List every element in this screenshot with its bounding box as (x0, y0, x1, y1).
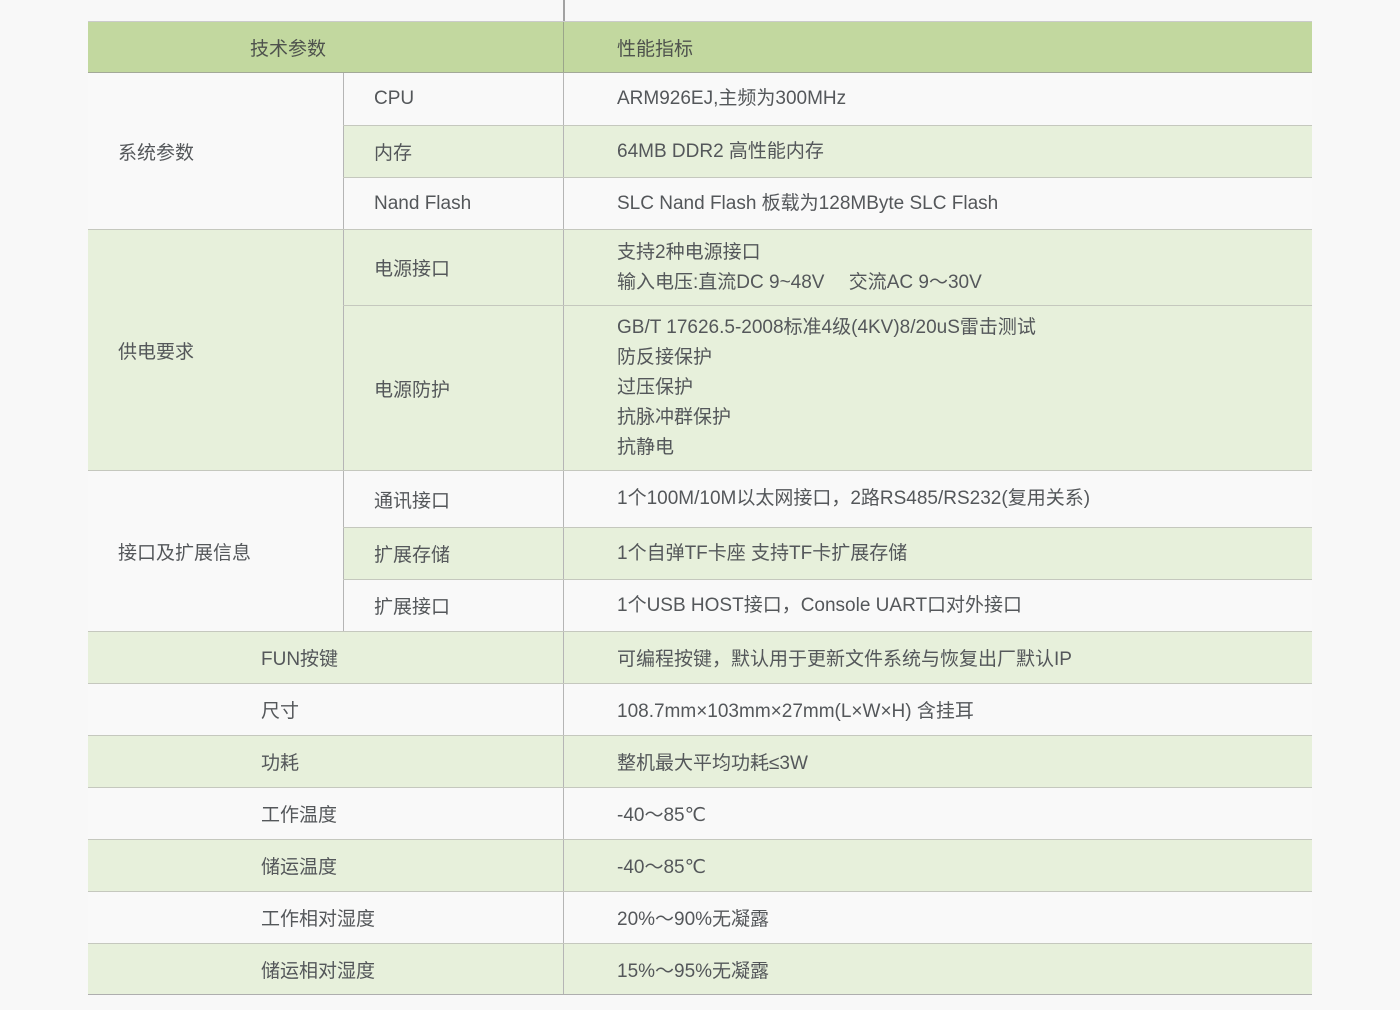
row-value: 支持2种电源接口 输入电压:直流DC 9~48V 交流AC 9～30V (563, 230, 1312, 305)
group-rows-system: CPU ARM926EJ,主频为300MHz 内存 64MB DDR2 高性能内… (343, 73, 1312, 229)
row-value: -40～85℃ (563, 840, 1312, 891)
table-row-operating-temp: 工作温度 -40～85℃ (88, 788, 1312, 840)
row-label: 电源防护 (343, 306, 563, 470)
row-label: 电源接口 (343, 230, 563, 305)
row-value: 整机最大平均功耗≤3W (563, 736, 1312, 787)
row-label: 工作温度 (261, 805, 338, 826)
table-row: Nand Flash SLC Nand Flash 板载为128MByte SL… (343, 177, 1312, 229)
row-value: 108.7mm×103mm×27mm(L×W×H) 含挂耳 (563, 684, 1312, 735)
row-value: 1个100M/10M以太网接口，2路RS485/RS232(复用关系) (563, 471, 1312, 527)
row-value: GB/T 17626.5-2008标准4级(4KV)8/20uS雷击测试 防反接… (563, 306, 1312, 470)
row-label: 扩展存储 (343, 528, 563, 579)
row-label: CPU (343, 73, 563, 125)
table-row: 扩展存储 1个自弹TF卡座 支持TF卡扩展存储 (343, 527, 1312, 579)
column-divider-stub (563, 0, 565, 21)
row-value: 可编程按键，默认用于更新文件系统与恢复出厂默认IP (563, 632, 1312, 683)
value-line: 支持2种电源接口 (617, 241, 761, 263)
row-value: -40～85℃ (563, 788, 1312, 839)
row-label: 尺寸 (261, 701, 300, 722)
row-value: SLC Nand Flash 板载为128MByte SLC Flash (563, 178, 1312, 229)
table-row-storage-temp: 储运温度 -40～85℃ (88, 840, 1312, 892)
table-row: 电源接口 支持2种电源接口 输入电压:直流DC 9~48V 交流AC 9～30V (343, 230, 1312, 305)
row-value: 1个USB HOST接口，Console UART口对外接口 (563, 580, 1312, 631)
row-value: 20%～90%无凝露 (563, 892, 1312, 943)
section-interfaces: 接口及扩展信息 通讯接口 1个100M/10M以太网接口，2路RS485/RS2… (88, 471, 1312, 632)
row-label: 功耗 (261, 753, 300, 774)
row-label: Nand Flash (343, 178, 563, 229)
table-row: 电源防护 GB/T 17626.5-2008标准4级(4KV)8/20uS雷击测… (343, 305, 1312, 470)
row-value: 1个自弹TF卡座 支持TF卡扩展存储 (563, 528, 1312, 579)
table-row-storage-humidity: 储运相对湿度 15%～95%无凝露 (88, 944, 1312, 995)
row-label: 通讯接口 (343, 471, 563, 527)
row-label: 工作相对湿度 (261, 909, 376, 930)
table-row-dimensions: 尺寸 108.7mm×103mm×27mm(L×W×H) 含挂耳 (88, 684, 1312, 736)
value-line: 输入电压:直流DC 9~48V 交流AC 9～30V (617, 271, 982, 293)
table-row: CPU ARM926EJ,主频为300MHz (343, 73, 1312, 125)
table-row-power-consumption: 功耗 整机最大平均功耗≤3W (88, 736, 1312, 788)
table-row: 通讯接口 1个100M/10M以太网接口，2路RS485/RS232(复用关系) (343, 471, 1312, 527)
group-label-system: 系统参数 (88, 73, 343, 229)
value-line: 抗静电 (617, 437, 675, 458)
header-param-label: 技术参数 (250, 38, 327, 60)
table-row: 内存 64MB DDR2 高性能内存 (343, 125, 1312, 177)
row-value: 64MB DDR2 高性能内存 (563, 126, 1312, 177)
table-header-row: 技术参数 性能指标 (88, 22, 1312, 73)
row-label: FUN按键 (261, 649, 339, 670)
value-line: 过压保护 (617, 377, 694, 398)
row-label: 储运相对湿度 (261, 960, 376, 982)
header-value-label: 性能指标 (563, 22, 1312, 72)
group-label-interfaces: 接口及扩展信息 (88, 471, 343, 631)
table-row-operating-humidity: 工作相对湿度 20%～90%无凝露 (88, 892, 1312, 944)
value-line: 抗脉冲群保护 (617, 407, 732, 428)
row-value: 15%～95%无凝露 (563, 944, 1312, 994)
group-label-power: 供电要求 (118, 341, 195, 363)
table-row: 扩展接口 1个USB HOST接口，Console UART口对外接口 (343, 579, 1312, 631)
group-rows-interfaces: 通讯接口 1个100M/10M以太网接口，2路RS485/RS232(复用关系)… (343, 471, 1312, 631)
spec-table: 技术参数 性能指标 系统参数 CPU ARM926EJ,主频为300MHz 内存… (88, 21, 1312, 995)
table-row-fun-key: FUN按键 可编程按键，默认用于更新文件系统与恢复出厂默认IP (88, 632, 1312, 684)
section-system-params: 系统参数 CPU ARM926EJ,主频为300MHz 内存 64MB DDR2… (88, 73, 1312, 230)
group-rows-power: 电源接口 支持2种电源接口 输入电压:直流DC 9~48V 交流AC 9～30V… (343, 230, 1312, 470)
row-label: 内存 (343, 126, 563, 177)
row-label: 储运温度 (261, 857, 338, 878)
row-label: 扩展接口 (343, 580, 563, 631)
section-power-requirements: 供电要求 电源接口 支持2种电源接口 输入电压:直流DC 9~48V 交流AC … (88, 230, 1312, 471)
row-value: ARM926EJ,主频为300MHz (563, 73, 1312, 125)
value-line: GB/T 17626.5-2008标准4级(4KV)8/20uS雷击测试 (617, 317, 1036, 338)
value-line: 防反接保护 (617, 347, 713, 368)
